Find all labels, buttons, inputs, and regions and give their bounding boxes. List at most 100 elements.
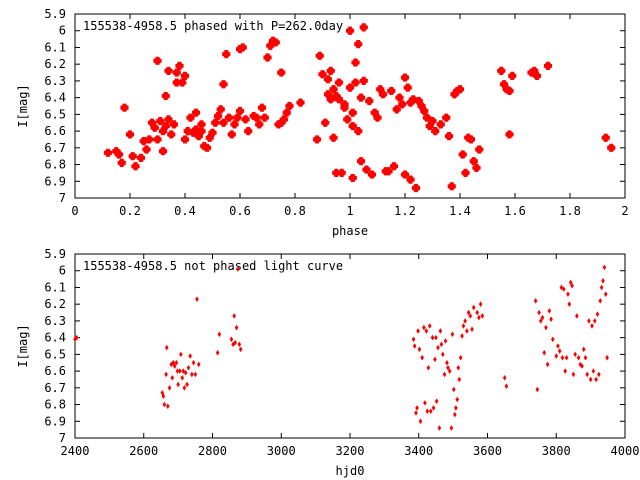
data-point	[420, 106, 429, 116]
data-point	[260, 113, 269, 122]
data-point	[172, 68, 181, 77]
unphased-y-tick-label: 6.3	[44, 314, 66, 328]
phased-plot-frame	[74, 13, 626, 199]
data-point	[219, 118, 228, 127]
phased-y-axis-title: I[mag]	[16, 84, 30, 127]
data-point	[285, 101, 294, 111]
data-point	[257, 103, 267, 112]
unphased-x-tick-label: 2800	[198, 444, 227, 458]
data-point	[131, 162, 140, 171]
data-point	[348, 173, 357, 183]
data-point	[233, 339, 237, 346]
data-point	[367, 170, 377, 179]
phased-y-tick-label: 7	[59, 191, 66, 205]
data-point	[230, 120, 239, 129]
data-point	[232, 313, 236, 319]
data-point	[255, 120, 264, 129]
data-point	[343, 115, 352, 124]
data-point	[351, 78, 360, 87]
data-point	[458, 150, 467, 159]
data-point	[211, 118, 220, 127]
data-point	[176, 381, 180, 388]
data-point	[164, 115, 173, 124]
data-point	[323, 75, 333, 84]
unphased-y-tick-label: 6.9	[44, 414, 66, 428]
data-point	[434, 398, 439, 404]
data-point	[74, 334, 79, 341]
data-point	[359, 76, 368, 86]
data-point	[545, 361, 550, 368]
unphased-y-tick-labels: 5.9 6 6.1 6.2 6.3 6.4 6.5 6.6 6.7 6.8 6.9 7	[44, 247, 66, 445]
data-point	[120, 103, 129, 112]
phased-y-tick-label: 6.4	[44, 91, 66, 105]
data-point	[590, 323, 594, 329]
data-point	[570, 282, 574, 289]
data-point	[563, 368, 567, 374]
unphased-y-tick-label: 5.9	[44, 247, 66, 261]
data-point	[170, 374, 175, 381]
data-point	[153, 56, 162, 65]
data-point	[296, 98, 305, 107]
data-point	[282, 108, 291, 117]
data-point	[174, 359, 179, 366]
data-point	[179, 351, 183, 358]
data-point	[497, 66, 506, 75]
data-point	[592, 318, 597, 324]
data-point	[461, 168, 470, 178]
data-point	[468, 313, 473, 319]
data-point	[387, 86, 396, 96]
data-point	[456, 364, 461, 371]
data-point	[450, 90, 459, 99]
data-point	[398, 100, 407, 109]
data-point	[215, 349, 220, 356]
data-point	[365, 96, 374, 106]
data-point	[340, 103, 349, 112]
data-point	[505, 130, 514, 139]
data-point	[461, 323, 466, 329]
data-point	[279, 115, 289, 124]
data-point	[444, 132, 454, 141]
data-point	[573, 351, 577, 358]
data-point	[234, 324, 239, 331]
data-point	[191, 359, 196, 366]
data-point	[438, 328, 443, 334]
phased-x-tick-label: 0.2	[119, 204, 141, 218]
data-point	[454, 405, 458, 411]
phased-y-tick-label: 6.9	[44, 174, 66, 188]
data-point	[182, 385, 187, 391]
data-point	[411, 336, 416, 343]
unphased-x-tick-label: 3600	[473, 444, 502, 458]
data-point	[180, 135, 190, 144]
data-point	[161, 91, 170, 101]
data-point	[238, 346, 243, 353]
data-point	[241, 115, 250, 124]
data-point	[216, 105, 225, 114]
data-point	[447, 182, 456, 191]
data-point	[334, 78, 344, 87]
data-point	[433, 356, 437, 363]
unphased-x-tick-label: 3400	[404, 444, 433, 458]
data-point	[208, 128, 217, 137]
data-point	[466, 135, 476, 144]
data-point	[233, 113, 242, 122]
data-point	[178, 78, 187, 87]
unphased-x-tick-label: 4000	[611, 444, 640, 458]
data-point	[457, 376, 462, 383]
data-point	[277, 68, 286, 77]
data-point	[580, 363, 584, 369]
data-point	[329, 133, 338, 142]
data-point	[348, 121, 357, 131]
phased-y-tick-label: 6.7	[44, 141, 66, 155]
data-point	[465, 328, 469, 334]
phased-data-points	[103, 23, 616, 193]
data-point	[442, 113, 451, 122]
unphased-x-tick-label: 2400	[61, 444, 90, 458]
data-point	[326, 66, 335, 75]
data-point	[422, 324, 426, 331]
data-point	[136, 153, 146, 162]
data-point	[354, 40, 363, 49]
data-point	[599, 284, 604, 291]
data-point	[588, 376, 593, 383]
data-point	[420, 354, 424, 361]
unphased-y-tick-label: 6.2	[44, 297, 66, 311]
